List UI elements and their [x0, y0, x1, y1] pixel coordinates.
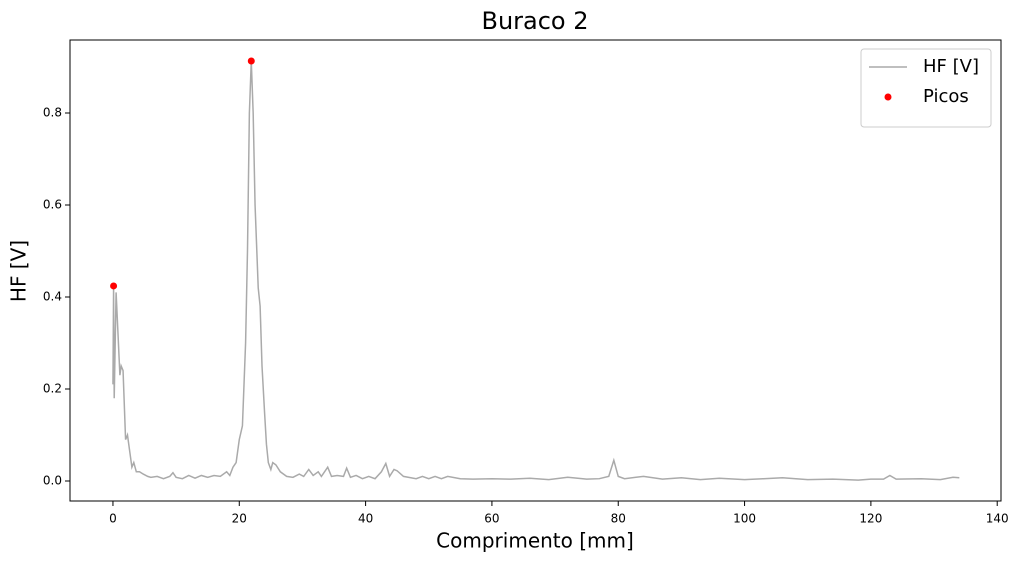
legend-label: Picos — [923, 86, 969, 107]
y-tick-label: 0.0 — [43, 473, 62, 487]
x-axis-label: Comprimento [mm] — [436, 529, 634, 553]
legend-box — [860, 48, 992, 128]
x-tick-label: 60 — [484, 512, 499, 526]
peak-point — [110, 282, 118, 290]
data-line — [112, 60, 960, 481]
y-tick-label: 0.4 — [43, 289, 62, 303]
y-tick-label: 0.8 — [43, 106, 62, 120]
peak-point — [247, 57, 255, 65]
y-tick-label: 0.2 — [43, 381, 62, 395]
y-tick-label: 0.6 — [43, 197, 62, 211]
x-tick-label: 0 — [109, 512, 117, 526]
y-axis-label: HF [V] — [7, 240, 31, 302]
x-tick-label: 40 — [358, 512, 373, 526]
x-tick-label: 120 — [859, 512, 882, 526]
x-tick-label: 80 — [611, 512, 626, 526]
x-tick-label: 100 — [733, 512, 756, 526]
chart-title: Buraco 2 — [481, 7, 588, 35]
legend-label: HF [V] — [923, 56, 979, 77]
legend-marker — [884, 93, 892, 101]
x-tick-label: 20 — [232, 512, 247, 526]
plot-frame — [69, 39, 1002, 502]
x-tick-label: 140 — [986, 512, 1009, 526]
